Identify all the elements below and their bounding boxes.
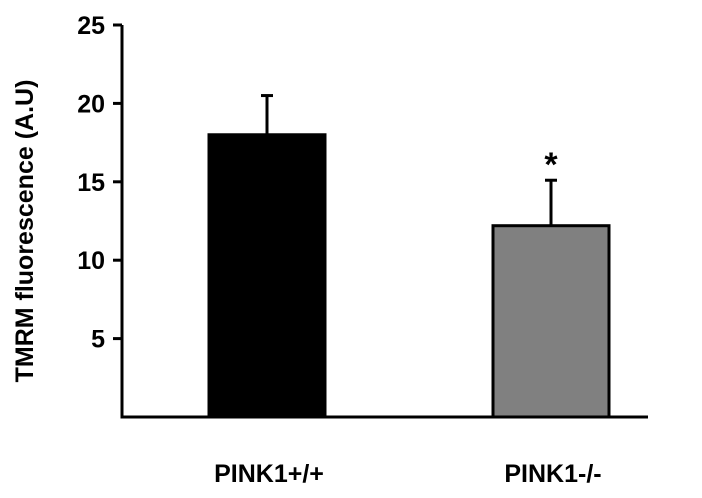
- category-label: PINK1-/-: [504, 460, 601, 488]
- y-tick-labels: 5 10 15 20 25: [77, 12, 105, 354]
- significance-annotations: *: [544, 146, 558, 184]
- bar-2: [491, 224, 611, 419]
- y-axis-label: TMRM fluorescence (A.U): [11, 80, 39, 383]
- y-tick-label: 10: [77, 247, 105, 275]
- category-labels: PINK1+/+ PINK1-/-: [214, 460, 602, 488]
- significance-star: *: [544, 146, 558, 184]
- y-tick-label: 5: [91, 326, 105, 354]
- bars: [207, 133, 611, 419]
- bar-1: [207, 133, 327, 419]
- y-tick-label: 25: [77, 12, 105, 40]
- y-tick-label: 15: [77, 169, 105, 197]
- category-label: PINK1+/+: [214, 460, 324, 488]
- error-bars: [261, 94, 557, 226]
- y-tick-label: 20: [77, 90, 105, 118]
